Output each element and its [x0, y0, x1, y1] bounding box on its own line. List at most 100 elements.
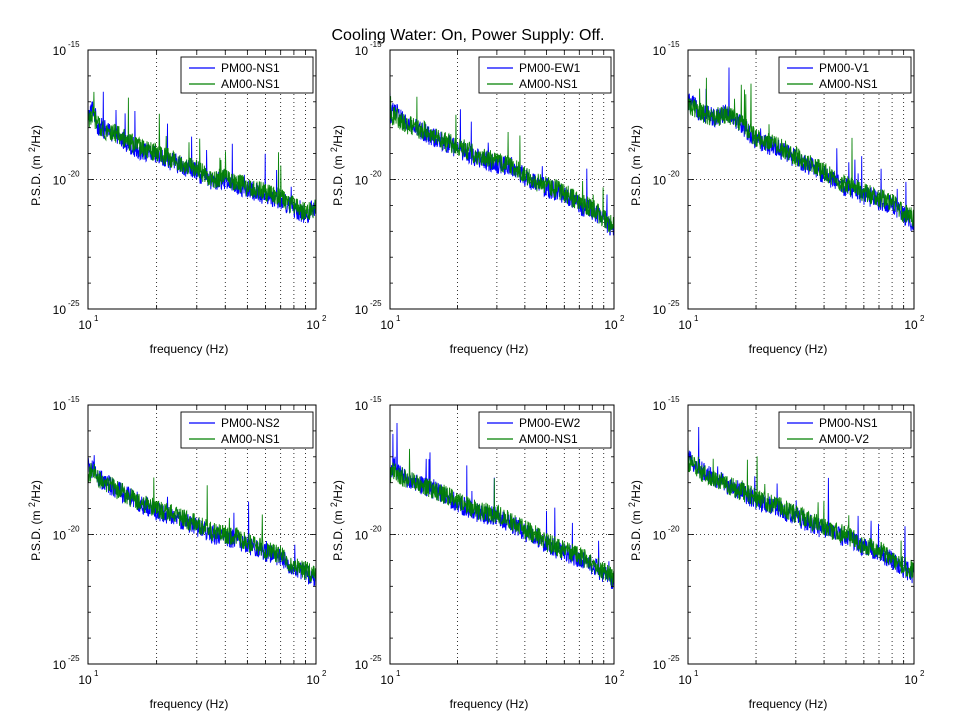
legend-box [778, 411, 912, 449]
legend-box [478, 56, 612, 94]
legend-label: PM00-NS1 [221, 61, 280, 75]
y-axis-label-main: P.S.D. (m [331, 507, 345, 561]
y-tick-label: 10 [53, 303, 67, 317]
y-axis-label: P.S.D. (m 2/Hz) [27, 480, 43, 561]
x-tick-label: 10 [604, 318, 618, 332]
series-line-2 [688, 77, 914, 228]
y-axis-label-main: P.S.D. (m [29, 152, 43, 206]
tick-marks [389, 49, 615, 310]
y-tick-label-exponent: -25 [668, 654, 680, 663]
legend-label: AM00-NS1 [819, 77, 878, 91]
legend-box [180, 56, 314, 94]
y-axis-label-tail: /Hz) [331, 480, 345, 502]
y-tick-label: 10 [53, 399, 67, 413]
legend: PM00-EW2 AM00-NS1 [478, 411, 612, 449]
x-tick-label-exponent: 2 [920, 669, 925, 678]
figure-title: Cooling Water: On, Power Supply: Off. [331, 27, 604, 44]
y-axis-label-main: P.S.D. (m [331, 152, 345, 206]
y-axis-label-sup: 2 [329, 502, 339, 507]
legend-box [778, 56, 912, 94]
y-tick-label-exponent: -20 [370, 170, 382, 179]
y-axis-label-tail: /Hz) [629, 125, 643, 147]
x-tick-label-exponent: 2 [920, 314, 925, 323]
series-line-2 [390, 96, 614, 233]
x-tick-label: 10 [306, 673, 320, 687]
gridlines [688, 405, 914, 664]
series-group [688, 426, 914, 584]
y-tick-label: 10 [653, 174, 667, 188]
x-axis-label: frequency (Hz) [150, 342, 229, 356]
x-axis-label: frequency (Hz) [749, 342, 828, 356]
y-tick-label: 10 [355, 658, 369, 672]
legend-label: AM00-NS1 [519, 432, 578, 446]
y-tick-label: 10 [653, 658, 667, 672]
y-tick-label: 10 [653, 303, 667, 317]
legend-label: AM00-V2 [819, 432, 869, 446]
legend-box [478, 411, 612, 449]
legend-label: PM00-EW1 [519, 61, 581, 75]
legend-label: AM00-NS1 [221, 77, 280, 91]
y-axis-label: P.S.D. (m 2/Hz) [627, 480, 643, 561]
y-tick-label-exponent: -20 [668, 170, 680, 179]
y-tick-label-exponent: -25 [370, 654, 382, 663]
y-tick-label: 10 [355, 44, 369, 58]
x-tick-label: 10 [904, 673, 918, 687]
tick-marks [389, 404, 615, 665]
legend: PM00-NS2 AM00-NS1 [180, 411, 314, 449]
x-tick-label-exponent: 2 [322, 314, 327, 323]
y-tick-label-exponent: -15 [668, 40, 680, 49]
y-tick-label: 10 [355, 174, 369, 188]
y-tick-label: 10 [355, 303, 369, 317]
series-line-2 [688, 439, 914, 579]
y-tick-label-exponent: -25 [668, 299, 680, 308]
legend-label: PM00-EW2 [519, 416, 581, 430]
x-tick-label-exponent: 2 [620, 314, 625, 323]
tick-marks [687, 49, 915, 310]
x-axis-label: frequency (Hz) [749, 697, 828, 711]
x-tick-label-exponent: 1 [396, 314, 401, 323]
y-tick-label: 10 [53, 174, 67, 188]
y-tick-label-exponent: -15 [370, 40, 382, 49]
y-tick-label-exponent: -15 [68, 40, 80, 49]
y-tick-label: 10 [53, 658, 67, 672]
x-tick-label-exponent: 2 [322, 669, 327, 678]
series-group [390, 422, 614, 589]
y-tick-label-exponent: -20 [370, 525, 382, 534]
y-axis-label: P.S.D. (m 2/Hz) [627, 125, 643, 206]
x-tick-label-exponent: 1 [396, 669, 401, 678]
y-tick-label: 10 [653, 529, 667, 543]
y-axis-label-tail: /Hz) [629, 480, 643, 502]
legend: PM00-V1 AM00-NS1 [778, 56, 912, 94]
x-tick-label: 10 [678, 318, 692, 332]
x-tick-label-exponent: 1 [94, 669, 99, 678]
y-axis-label-tail: /Hz) [29, 480, 43, 502]
y-axis-label-sup: 2 [329, 147, 339, 152]
x-tick-label: 10 [380, 318, 394, 332]
x-tick-label: 10 [678, 673, 692, 687]
x-axis-label: frequency (Hz) [450, 697, 529, 711]
y-tick-label-exponent: -20 [668, 525, 680, 534]
x-tick-label: 10 [604, 673, 618, 687]
y-axis-label-tail: /Hz) [29, 125, 43, 147]
tick-marks [87, 49, 317, 310]
gridlines [390, 405, 614, 664]
series-group [688, 67, 914, 231]
x-tick-label: 10 [78, 318, 92, 332]
x-tick-label-exponent: 1 [694, 314, 699, 323]
x-axis-label: frequency (Hz) [150, 697, 229, 711]
y-tick-label: 10 [653, 44, 667, 58]
x-tick-label-exponent: 1 [94, 314, 99, 323]
y-tick-label: 10 [355, 399, 369, 413]
series-group [390, 89, 614, 236]
y-axis-label-sup: 2 [27, 502, 37, 507]
series-line-2 [88, 91, 316, 221]
y-axis-label-main: P.S.D. (m [629, 507, 643, 561]
series-line-2 [88, 462, 316, 583]
series-group [88, 455, 316, 587]
legend: PM00-NS1 AM00-NS1 [180, 56, 314, 94]
